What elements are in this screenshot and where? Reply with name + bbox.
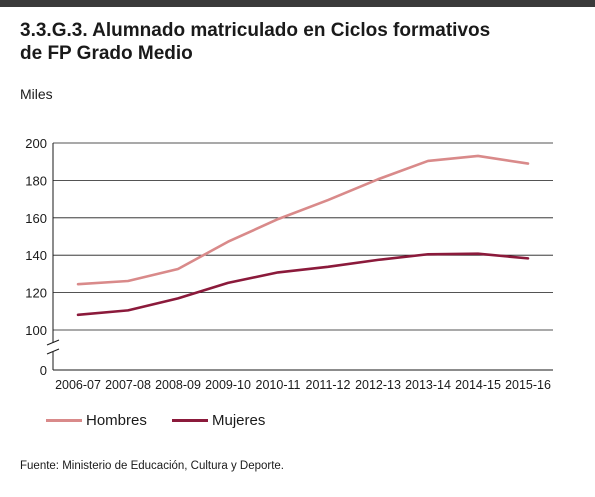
title-line-1: 3.3.G.3. Alumnado matriculado en Ciclos … [20,20,491,41]
y-axis-label: Miles [20,86,53,102]
x-tick-label-2010-11: 2010-11 [256,378,301,392]
x-tick-label-2013-14: 2013-14 [405,378,451,392]
top-bar [0,0,595,7]
x-tick-label-2015-16: 2015-16 [505,378,551,392]
legend-swatch-mujeres [172,419,208,422]
title-line-2: de FP Grado Medio [20,43,193,64]
legend-item-hombres: Hombres [46,412,147,429]
series-line-mujeres [76,252,530,317]
y-tick-label-180: 180 [25,173,47,188]
series-line-hombres [76,154,530,286]
x-tick-label-2012-13: 2012-13 [355,378,401,392]
legend-item-mujeres: Mujeres [172,412,265,429]
chart-title: 3.3.G.3. Alumnado matriculado en Ciclos … [20,19,580,65]
x-tick-label-2014-15: 2014-15 [455,378,501,392]
legend-label-hombres: Hombres [86,412,147,429]
x-tick-label-2008-09: 2008-09 [155,378,201,392]
y-tick-label-100: 100 [25,323,47,338]
legend-swatch-hombres [46,419,82,422]
x-tick-label-2011-12: 2011-12 [306,378,351,392]
x-tick-label-2006-07: 2006-07 [55,378,101,392]
x-tick-label-2007-08: 2007-08 [105,378,151,392]
source-note: Fuente: Ministerio de Educación, Cultura… [20,460,284,472]
x-tick-label-2009-10: 2009-10 [205,378,251,392]
y-tick-label-0: 0 [40,363,47,378]
y-tick-label-140: 140 [25,248,47,263]
axis-break-mark-2 [46,348,60,355]
legend-label-mujeres: Mujeres [212,412,266,429]
y-tick-label-200: 200 [25,136,47,151]
axis-break-mark-1 [46,339,60,346]
y-tick-label-160: 160 [25,211,47,226]
y-tick-label-120: 120 [25,286,47,301]
